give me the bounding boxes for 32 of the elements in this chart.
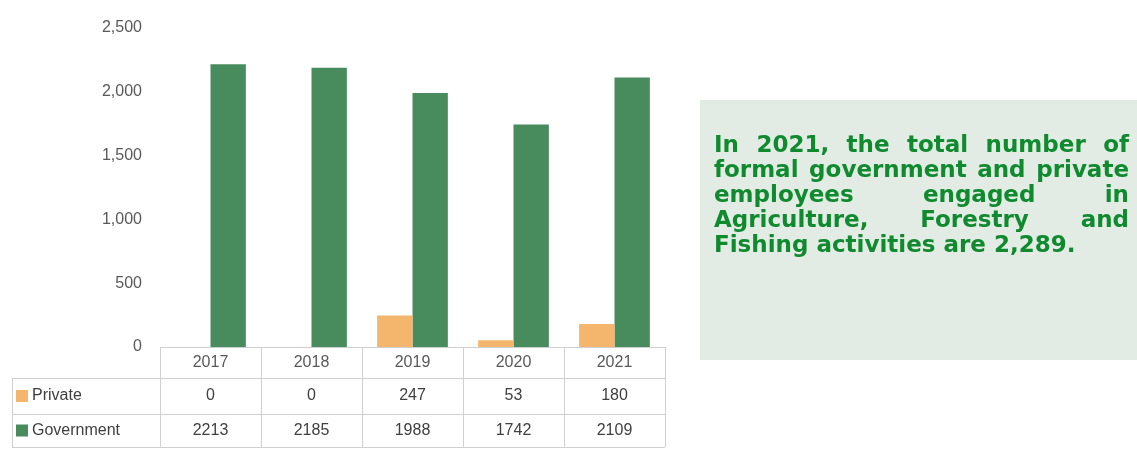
data-label: 2185	[293, 420, 330, 438]
data-label: 0	[307, 386, 317, 404]
bar	[579, 324, 615, 347]
x-tick-label: 2018	[293, 353, 330, 371]
legend-label: Private	[32, 386, 82, 404]
x-tick-label: 2020	[495, 353, 532, 371]
y-tick-label: 500	[115, 273, 143, 291]
y-tick-label: 2,500	[101, 18, 143, 36]
bar	[412, 93, 448, 347]
data-label: 2109	[596, 420, 633, 438]
data-label: 247	[399, 386, 426, 404]
bar	[311, 67, 347, 347]
bar	[210, 64, 246, 347]
legend-label: Government	[32, 420, 121, 438]
y-tick-label: 1,000	[101, 209, 143, 227]
bar	[513, 124, 549, 347]
data-label: 1988	[394, 420, 431, 438]
data-label: 1742	[495, 420, 532, 438]
data-label: 0	[206, 386, 216, 404]
bar	[478, 340, 514, 347]
x-tick-label: 2017	[192, 353, 229, 371]
y-tick-label: 2,000	[101, 81, 143, 99]
y-tick-label: 0	[133, 337, 143, 355]
x-tick-label: 2019	[394, 353, 431, 371]
data-label: 2213	[192, 420, 229, 438]
data-label: 53	[504, 386, 523, 404]
y-tick-label: 1,500	[101, 145, 143, 163]
text: In 2021, the total number of formal government and private employees engaged in Agriculture, Forestry and Fishing activities are 2,289.	[700, 100, 1137, 360]
bar	[377, 315, 413, 347]
data-label: 180	[601, 386, 628, 404]
bar	[614, 77, 650, 347]
x-tick-label: 2021	[596, 353, 633, 371]
